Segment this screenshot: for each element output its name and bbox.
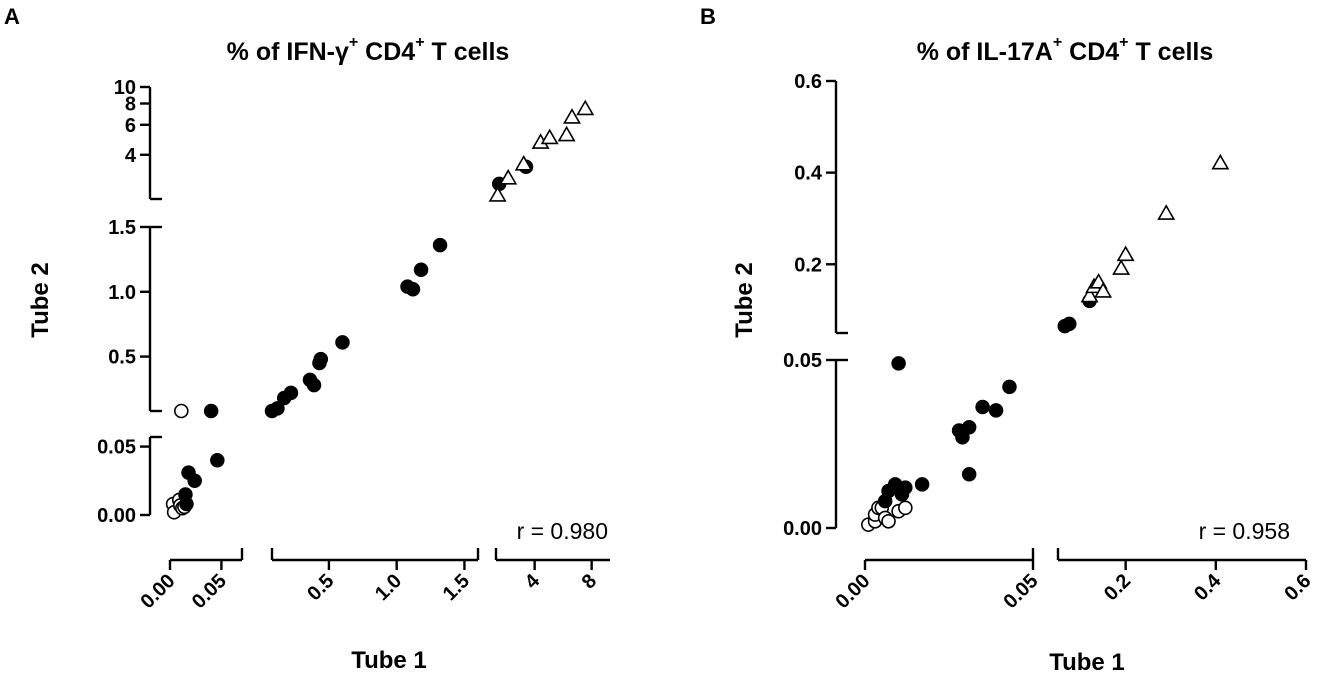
panel-b-x-tick-label: 0.00 bbox=[831, 570, 874, 613]
panel-a-point-filled-circle bbox=[313, 351, 329, 367]
panel-a-y-tick-label: 1.0 bbox=[108, 282, 136, 304]
panel-a-point-filled-circle-offscale bbox=[203, 403, 219, 419]
panel-a-y-tick-label: 0.5 bbox=[108, 347, 136, 369]
panel-b-point-filled-circle bbox=[955, 430, 970, 445]
panel-b-point-open-triangle bbox=[1116, 245, 1135, 262]
panel-b-y-tick-label: 0.05 bbox=[783, 350, 822, 372]
panel-a-point-open-triangle bbox=[488, 186, 507, 202]
panel-a-point-filled-circle bbox=[270, 401, 285, 416]
panel-b-x-tick-label: 0.05 bbox=[999, 570, 1042, 613]
panel-a-point-open-triangle bbox=[557, 125, 576, 142]
panel-b-title-part2: CD4 bbox=[1062, 38, 1119, 66]
panel-b-point-open-circle bbox=[898, 500, 913, 516]
panel-b-point-filled-circle bbox=[891, 356, 906, 371]
panel-a-y-tick-label: 10 bbox=[114, 77, 136, 99]
panel-b-point-filled-circle bbox=[1002, 379, 1017, 395]
panel-b-x-tick-label: 0.4 bbox=[1190, 569, 1226, 605]
panel-a-y-tick-label: 6 bbox=[125, 115, 136, 137]
panel-a-title-sup2: + bbox=[415, 34, 424, 51]
panel-a-title-part1: % of IFN-γ bbox=[227, 38, 349, 66]
panel-b-y-tick-label: 0.4 bbox=[794, 163, 823, 185]
panel-b-point-filled-circle bbox=[914, 477, 930, 492]
panel-b-xlabel: Tube 1 bbox=[1049, 649, 1125, 676]
panel-b-title-part1: % of IL-17A bbox=[917, 38, 1053, 66]
panel-a-xlabel: Tube 1 bbox=[351, 647, 427, 674]
panel-a-point-open-triangle bbox=[576, 99, 595, 116]
panel-b-point-filled-circle bbox=[961, 419, 977, 435]
panel-a-point-open-triangle bbox=[563, 108, 581, 124]
panel-b-point-filled-circle bbox=[988, 403, 1004, 418]
panel-b-point-filled-circle bbox=[975, 399, 990, 415]
panel-b-point-open-triangle bbox=[1080, 286, 1099, 303]
panel-a-y-tick-label: 0.00 bbox=[97, 505, 136, 527]
panel-b-y-tick-label: 0.6 bbox=[794, 71, 822, 93]
panel-a-point-filled-circle bbox=[210, 453, 225, 468]
panel-a-x-tick-label: 4 bbox=[521, 569, 545, 593]
panel-a-letter: A bbox=[4, 4, 20, 29]
panel-a-point-filled-circle bbox=[283, 385, 299, 401]
panel-a-y-tick-label: 8 bbox=[125, 94, 136, 116]
panel-a-points bbox=[165, 99, 595, 520]
panel-a-title-sup1: + bbox=[349, 34, 358, 51]
panel-a-title-part2: CD4 bbox=[358, 38, 415, 66]
panel-a-point-open-triangle bbox=[514, 155, 533, 171]
panel-b-y-tick-label: 0.00 bbox=[783, 518, 822, 540]
panel-a-y-tick-label: 0.05 bbox=[97, 437, 136, 459]
panel-a-point-open-circle-offscale bbox=[174, 403, 189, 419]
panel-b-y-tick-label: 0.2 bbox=[794, 254, 822, 276]
panel-a-point-filled-circle bbox=[413, 262, 429, 278]
panel-b-point-open-triangle bbox=[1157, 204, 1176, 220]
panel-b-points bbox=[861, 153, 1230, 532]
panel-a-y-tick-label: 4 bbox=[125, 145, 137, 167]
panel-a-x-tick-label: 0.00 bbox=[136, 570, 179, 613]
panel-b-title-sup1: + bbox=[1053, 34, 1062, 51]
panel-a-x-tick-label: 0.05 bbox=[188, 570, 231, 613]
panel-b-point-filled-circle bbox=[898, 480, 913, 495]
panel-a-point-filled-circle bbox=[179, 496, 194, 512]
panel-b-r-value: r = 0.958 bbox=[1199, 518, 1290, 544]
panel-b-point-open-circle bbox=[881, 513, 896, 529]
panel-a-x-tick-label: 1.5 bbox=[439, 570, 474, 605]
panel-a-point-open-triangle bbox=[499, 168, 518, 185]
panel-b-point-filled-circle bbox=[1062, 316, 1077, 332]
panel-a-r-value: r = 0.980 bbox=[517, 518, 608, 544]
panel-b-letter: B bbox=[700, 4, 716, 29]
panel-a-x-tick-label: 0.5 bbox=[303, 570, 338, 605]
panel-a: A % of IFN-γ+ CD4+ T cells Tube 2 Tube 1… bbox=[4, 4, 610, 674]
panel-b-point-filled-circle bbox=[961, 466, 977, 482]
panel-a-title: % of IFN-γ+ CD4+ T cells bbox=[227, 34, 510, 66]
panel-a-ylabel: Tube 2 bbox=[27, 262, 54, 338]
panel-a-x-tick-label: 1.0 bbox=[371, 570, 406, 605]
panel-a-point-filled-circle bbox=[432, 237, 448, 253]
panel-b-x-tick-label: 0.2 bbox=[1100, 570, 1135, 605]
panel-a-point-filled-circle bbox=[405, 281, 421, 297]
panel-a-point-filled-circle bbox=[335, 335, 350, 350]
panel-b-ylabel: Tube 2 bbox=[731, 262, 758, 338]
panel-a-point-open-triangle bbox=[540, 128, 559, 145]
panel-b-point-open-triangle bbox=[1211, 153, 1230, 170]
panel-a-point-filled-circle bbox=[187, 473, 202, 489]
panel-b-title-sup2: + bbox=[1119, 34, 1128, 51]
panel-b-point-open-triangle bbox=[1112, 259, 1131, 275]
panel-b-point-open-triangle bbox=[1094, 282, 1113, 298]
panel-b-title-part3: T cells bbox=[1129, 38, 1214, 66]
panel-a-x-tick-label: 8 bbox=[578, 570, 601, 593]
panel-a-title-part3: T cells bbox=[425, 38, 510, 66]
panel-a-point-filled-circle bbox=[306, 377, 322, 393]
panel-b: B % of IL-17A+ CD4+ T cells Tube 2 Tube … bbox=[700, 4, 1316, 676]
panel-b-title: % of IL-17A+ CD4+ T cells bbox=[917, 34, 1214, 66]
panel-b-x-tick-label: 0.6 bbox=[1280, 570, 1315, 605]
panel-a-y-tick-label: 1.5 bbox=[108, 217, 136, 239]
